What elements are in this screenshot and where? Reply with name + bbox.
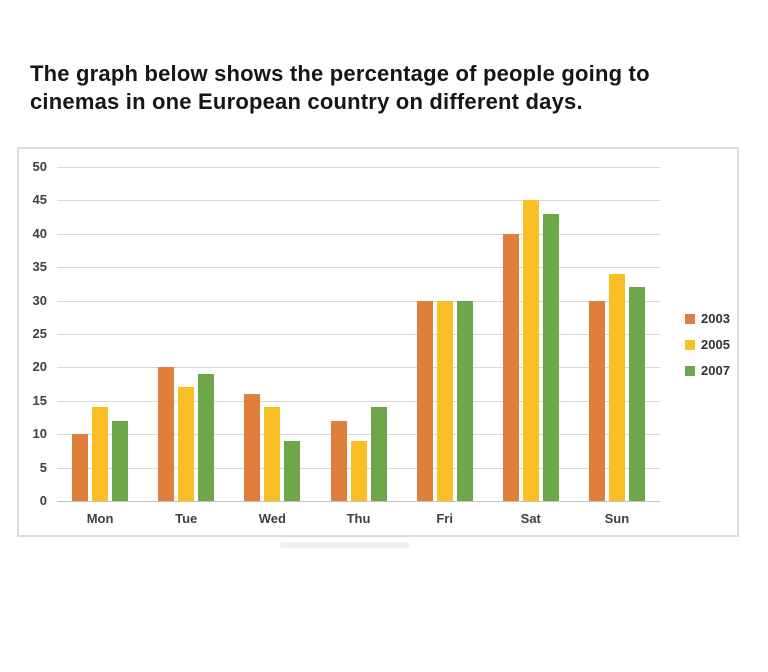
bar-2003-sat xyxy=(502,233,519,501)
bar-2005-tue xyxy=(178,387,195,501)
y-tick-label-45: 45 xyxy=(32,192,47,208)
gridline-y-20 xyxy=(57,367,660,369)
x-tick-label-fri: Fri xyxy=(436,511,453,526)
gridline-y-15 xyxy=(57,400,660,402)
y-tick-label-5: 5 xyxy=(39,459,47,475)
gridline-y-0 xyxy=(57,501,660,502)
bar-2003-mon xyxy=(72,434,89,501)
gridline-y-45 xyxy=(57,200,660,202)
bar-chart: 0 5 10 15 20 25 30 35 40 45 50 Mon Tue Wed Thu Fri Sat Su… xyxy=(17,147,739,537)
gridline-y-10 xyxy=(57,434,660,436)
y-tick-label-10: 10 xyxy=(32,426,47,442)
legend-label-2003: 2003 xyxy=(701,311,730,326)
bar-2003-sun xyxy=(588,300,605,501)
legend-swatch-2003 xyxy=(685,313,695,324)
bar-2007-sun xyxy=(628,287,645,501)
legend-label-2007: 2007 xyxy=(701,363,730,378)
bar-2005-fri xyxy=(436,300,453,501)
gridline-y-30 xyxy=(57,300,660,302)
x-tick-label-sat: Sat xyxy=(520,511,541,526)
bar-2007-sat xyxy=(542,213,559,501)
bar-2007-thu xyxy=(370,407,387,501)
gridline-y-35 xyxy=(57,267,660,269)
y-tick-label-25: 25 xyxy=(32,326,47,341)
y-tick-label-20: 20 xyxy=(32,359,47,375)
legend-item-2007: 2007 xyxy=(685,363,730,378)
legend-item-2005: 2005 xyxy=(685,337,730,352)
bar-2005-mon xyxy=(92,407,109,501)
caption-line-2: cinemas in one European country on diffe… xyxy=(30,89,583,114)
legend-label-2005: 2005 xyxy=(701,337,730,352)
x-tick-label-mon: Mon xyxy=(86,511,114,526)
bar-2005-sat xyxy=(522,200,539,501)
caption-line-1: The graph below shows the percentage of … xyxy=(30,61,650,86)
gridline-y-50 xyxy=(57,167,660,168)
bar-2003-tue xyxy=(158,367,175,501)
legend-item-2003: 2003 xyxy=(685,311,730,326)
y-tick-label-50: 50 xyxy=(32,159,47,174)
faint-smudge xyxy=(280,542,410,548)
bar-2005-sun xyxy=(608,273,625,501)
bar-2005-thu xyxy=(350,440,367,501)
y-tick-label-35: 35 xyxy=(32,259,47,275)
y-tick-label-40: 40 xyxy=(32,225,47,241)
bar-2007-mon xyxy=(112,420,129,501)
bar-2005-wed xyxy=(264,407,281,501)
y-tick-label-15: 15 xyxy=(32,392,47,408)
bar-2007-tue xyxy=(198,374,215,501)
y-tick-label-30: 30 xyxy=(32,292,47,308)
bar-2003-wed xyxy=(244,394,261,501)
y-tick-label-0: 0 xyxy=(39,493,47,508)
bar-2007-wed xyxy=(284,440,301,501)
x-tick-label-tue: Tue xyxy=(175,511,198,526)
bar-2003-thu xyxy=(330,420,347,501)
bar-2007-fri xyxy=(456,300,473,501)
bar-2003-fri xyxy=(416,300,433,501)
gridline-y-40 xyxy=(57,233,660,235)
chart-caption: The graph below shows the percentage of … xyxy=(30,60,750,116)
x-tick-label-thu: Thu xyxy=(346,511,371,526)
gridline-y-25 xyxy=(57,334,660,335)
legend-swatch-2005 xyxy=(685,339,695,350)
x-tick-label-sun: Sun xyxy=(604,511,630,526)
legend-swatch-2007 xyxy=(685,365,695,376)
x-tick-label-wed: Wed xyxy=(258,511,286,526)
